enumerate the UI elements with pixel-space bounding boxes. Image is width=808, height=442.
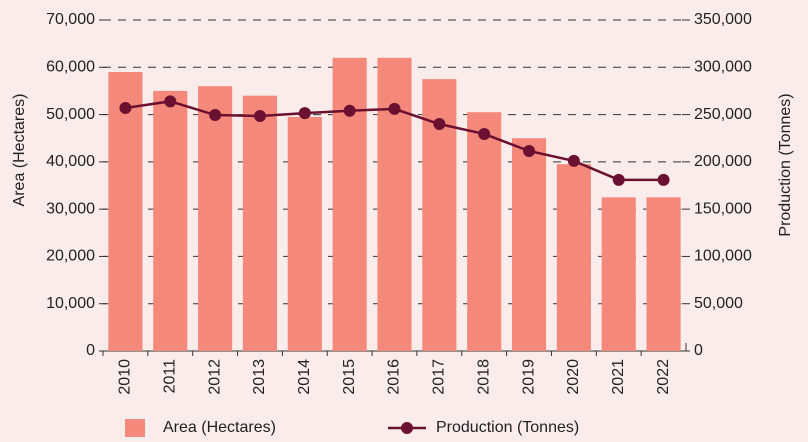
- bar: [377, 57, 412, 351]
- y-tick-label: 30,000: [46, 200, 95, 217]
- point: [164, 95, 177, 108]
- bar: [601, 197, 636, 351]
- y2-tick-label: 200,000: [694, 153, 752, 170]
- point: [523, 144, 536, 157]
- y2-axis-label: Production (Tonnes): [777, 93, 794, 236]
- y-tick-label: 0: [86, 342, 95, 359]
- x-tick-label: 2011: [161, 359, 178, 394]
- y2-tick-label: 350,000: [694, 11, 752, 28]
- point: [612, 173, 625, 186]
- y-tick-label: 20,000: [46, 248, 95, 265]
- y2-tick-label: 150,000: [694, 200, 752, 217]
- point: [388, 102, 401, 115]
- bar: [198, 86, 233, 351]
- x-tick-label: 2022: [655, 359, 672, 395]
- bar: [556, 164, 591, 351]
- point: [567, 154, 580, 167]
- bar: [108, 72, 143, 351]
- y-tick-label: 40,000: [46, 153, 95, 170]
- point: [119, 101, 132, 114]
- bar: [153, 90, 188, 351]
- bar: [332, 57, 367, 351]
- point: [657, 173, 670, 186]
- legend-swatch: [401, 422, 413, 434]
- legend-swatch: [125, 419, 145, 437]
- x-tick-label: 2019: [520, 359, 537, 395]
- y2-tick-label: 250,000: [694, 106, 752, 123]
- point: [343, 104, 356, 117]
- x-tick-label: 2015: [341, 359, 358, 395]
- bar: [467, 112, 502, 351]
- y2-tick-label: 0: [694, 342, 703, 359]
- x-tick-label: 2020: [565, 359, 582, 395]
- point: [478, 127, 491, 140]
- y-tick-label: 60,000: [46, 59, 95, 76]
- x-tick-label: 2012: [206, 359, 223, 395]
- legend-label: Production (Tonnes): [436, 419, 579, 436]
- bar: [511, 138, 547, 351]
- x-tick-label: 2014: [296, 359, 313, 395]
- y2-tick-label: 100,000: [694, 248, 752, 265]
- x-tick-label: 2017: [431, 359, 448, 395]
- legend-label: Area (Hectares): [163, 419, 276, 436]
- point: [253, 109, 266, 122]
- point: [298, 107, 311, 120]
- bar: [287, 116, 322, 351]
- x-tick-label: 2016: [386, 359, 403, 395]
- y2-tick-label: 300,000: [694, 59, 752, 76]
- y2-tick-label: 50,000: [694, 295, 743, 312]
- x-tick-label: 2010: [117, 359, 134, 395]
- y-axis-label: Area (Hectares): [11, 94, 28, 207]
- x-tick-label: 2018: [475, 359, 492, 395]
- x-tick-label: 2013: [251, 359, 268, 395]
- point: [209, 109, 222, 122]
- y-tick-label: 10,000: [46, 295, 95, 312]
- bar: [242, 95, 278, 352]
- point: [433, 118, 446, 131]
- y-tick-label: 50,000: [46, 106, 95, 123]
- x-tick-label: 2021: [610, 359, 627, 395]
- y-tick-label: 70,000: [46, 11, 95, 28]
- bar: [646, 197, 681, 351]
